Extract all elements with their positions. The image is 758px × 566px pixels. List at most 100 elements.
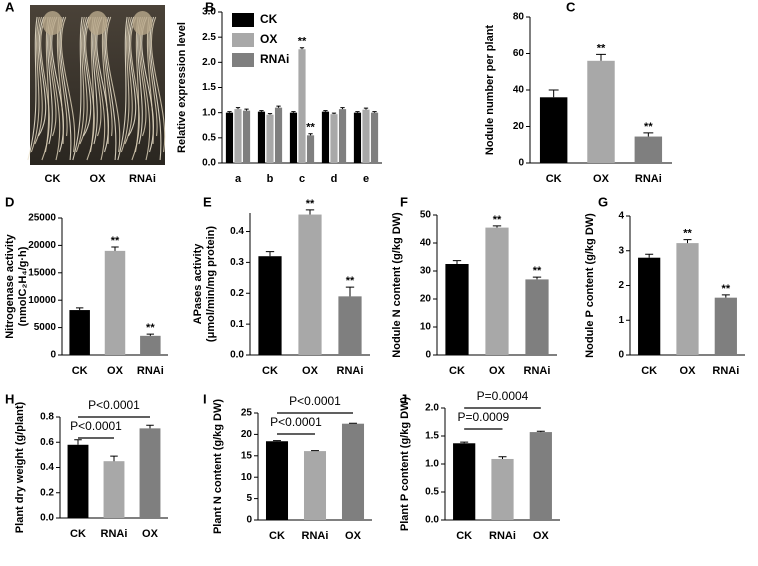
significance: ** [146, 322, 155, 334]
bar [265, 441, 289, 520]
y-tick-label: 20 [513, 121, 525, 132]
y-tick-label: 0 [50, 350, 56, 361]
x-tick-label: OX [489, 365, 506, 377]
comparison-label: P<0.0001 [270, 415, 322, 429]
x-tick-label: RNAi [101, 528, 128, 540]
legend-swatch [232, 53, 254, 67]
y-axis-label: Nodule number per plant [484, 25, 496, 156]
y-tick-label: 0.0 [425, 515, 439, 526]
y-axis-label: Plant N content (g/kg DW) [212, 399, 224, 534]
y-tick-label: 0.4 [40, 462, 54, 473]
comparison-label: P=0.0004 [477, 389, 529, 403]
x-tick-label: c [299, 173, 305, 185]
root [30, 16, 40, 153]
x-tick-label: CK [262, 365, 278, 377]
error-bar [452, 260, 462, 264]
bar [525, 279, 549, 355]
y-tick-label: 0 [518, 158, 524, 169]
x-tick-label: e [363, 173, 369, 185]
root-crown [87, 11, 108, 35]
y-axis-label: APases activity [192, 243, 204, 325]
bar [676, 243, 699, 355]
y-tick-label: 1 [618, 315, 624, 326]
x-tick-label: CK [269, 530, 285, 542]
bar [258, 256, 282, 355]
y-tick-label: 0.3 [230, 257, 244, 268]
comparison-label: P<0.0001 [88, 398, 140, 412]
significance: ** [533, 265, 542, 277]
x-tick-label: RNAi [489, 530, 516, 542]
x-tick-label: b [267, 173, 274, 185]
x-tick-label: CK [70, 528, 86, 540]
bar [539, 97, 568, 163]
bar [321, 111, 330, 163]
y-tick-label: 20000 [28, 240, 56, 251]
error-bar [536, 430, 545, 433]
panel-letter: A [5, 0, 15, 14]
x-tick-label: OX [107, 365, 124, 377]
error-bar [227, 111, 232, 113]
x-tick-label: CK [72, 365, 88, 377]
bar [242, 110, 251, 163]
comparison-label: P<0.0001 [289, 394, 341, 408]
y-tick-label: 0.4 [230, 226, 244, 237]
bar [103, 461, 125, 518]
bar [370, 112, 379, 163]
error-bar [259, 110, 264, 112]
bar [353, 112, 362, 163]
significance: ** [683, 228, 692, 240]
panel-letter: E [203, 194, 212, 209]
panel-letter: D [5, 194, 14, 209]
x-tick-label: OX [302, 365, 319, 377]
y-axis-label: Plant P content (g/kg DW) [399, 397, 411, 532]
y-tick-label: 0.8 [40, 412, 54, 423]
x-tick-label: a [235, 173, 242, 185]
error-bar [235, 107, 241, 110]
error-bar [372, 111, 377, 113]
y-tick-label: 0.0 [230, 350, 244, 361]
y-tick-label: 2 [618, 280, 624, 291]
significance: ** [298, 36, 307, 48]
error-bar [291, 111, 296, 113]
y-tick-label: 0.6 [40, 437, 54, 448]
error-bar [146, 424, 154, 429]
y-tick-label: 15 [241, 450, 253, 461]
bar [274, 107, 283, 163]
bar [234, 109, 242, 163]
bar [453, 443, 476, 520]
error-bar [146, 333, 155, 336]
y-tick-label: 25000 [28, 213, 56, 224]
y-tick-label: 2.0 [202, 57, 216, 68]
error-bar [683, 239, 692, 244]
bar [140, 335, 161, 355]
comparison-label: P=0.0009 [457, 410, 509, 424]
legend-label: RNAi [260, 52, 289, 66]
bar [638, 257, 661, 355]
bar [445, 264, 469, 355]
error-bar [355, 111, 360, 113]
bar [485, 227, 509, 355]
y-axis-label: Plant dry weight (g/plant) [14, 401, 26, 533]
root-crown [132, 11, 153, 35]
bar [266, 114, 274, 163]
panel-letter: G [598, 194, 608, 209]
error-bar [110, 455, 118, 462]
y-tick-label: 0.1 [230, 319, 244, 330]
bar [714, 297, 737, 355]
x-tick-label: RNAi [137, 365, 164, 377]
y-tick-label: 60 [513, 48, 525, 59]
y-tick-label: 0.2 [230, 288, 244, 299]
y-tick-label: 0 [425, 350, 431, 361]
bar [330, 114, 338, 163]
y-tick-label: 40 [513, 85, 525, 96]
panel-letter: F [400, 194, 408, 209]
bar [529, 432, 552, 520]
bar [491, 458, 514, 520]
bar [69, 310, 90, 355]
bar [587, 60, 615, 163]
x-tick-label: OX [680, 365, 697, 377]
root-crown [42, 11, 63, 35]
significance: ** [306, 198, 315, 210]
bar [634, 136, 663, 163]
